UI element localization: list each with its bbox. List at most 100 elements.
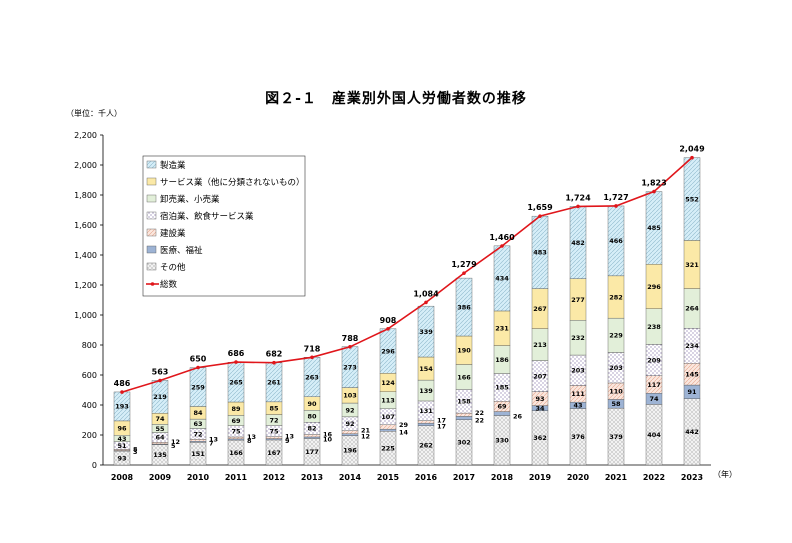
segment-label: 22	[475, 409, 484, 417]
segment-label: 103	[343, 392, 357, 400]
segment-label: 225	[381, 444, 395, 452]
total-label: 1,823	[641, 179, 666, 188]
y-tick-label: 1,200	[74, 281, 97, 290]
segment-label: 84	[193, 409, 203, 417]
total-label: 788	[342, 334, 359, 343]
segment-label: 482	[571, 239, 585, 247]
segment-label: 185	[495, 384, 509, 392]
segment-label: 158	[457, 398, 471, 406]
total-label: 563	[152, 368, 169, 377]
total-label: 1,460	[489, 233, 515, 242]
total-label: 908	[380, 316, 397, 325]
total-point	[500, 244, 504, 248]
x-tick-label: 2013	[301, 473, 323, 482]
segment-label: 111	[571, 390, 585, 398]
segment-label: 14	[399, 428, 409, 436]
segment-label: 58	[611, 400, 621, 408]
bars: 9338514396193135512645574219151713726384…	[113, 157, 701, 466]
legend-label: 総数	[160, 279, 178, 290]
x-tick-label: 2009	[149, 473, 172, 482]
segment-label: 21	[361, 427, 371, 435]
segment-label: 203	[571, 367, 585, 375]
segment-label: 376	[571, 433, 585, 441]
segment-label: 186	[495, 356, 509, 364]
segment-label: 43	[117, 435, 126, 443]
segment-label: 12	[171, 438, 180, 446]
segment-label: 96	[117, 424, 127, 432]
segment-label: 89	[231, 405, 241, 413]
legend-swatch	[146, 228, 157, 237]
segment-label: 8	[247, 437, 252, 445]
segment-label: 264	[685, 305, 699, 313]
total-point	[462, 271, 466, 275]
segment-label: 261	[267, 379, 281, 387]
segment-label: 5	[171, 442, 176, 450]
segment-label: 12	[361, 433, 370, 441]
total-point	[386, 327, 390, 331]
legend-swatch	[146, 211, 157, 220]
unit-label: （単位：千人）	[66, 109, 122, 118]
bar-segment	[417, 305, 435, 358]
bar-segment	[455, 277, 473, 337]
segment-label: 124	[381, 379, 395, 387]
segment-label: 92	[345, 420, 354, 428]
segment-label: 282	[609, 293, 623, 301]
segment-label: 434	[495, 275, 509, 283]
segment-label: 229	[609, 332, 623, 340]
segment-label: 74	[649, 395, 659, 403]
total-label: 1,279	[451, 260, 477, 269]
x-axis: 2008 2009 2010 2011 2012 2013 2014 2015 2016 2017…	[111, 473, 703, 482]
segment-label: 22	[475, 417, 484, 425]
segment-label: 34	[535, 404, 545, 412]
total-label: 686	[228, 349, 245, 358]
y-tick-label: 2,200	[74, 131, 97, 140]
segment-label: 552	[685, 195, 699, 203]
bar-segment	[493, 411, 511, 416]
bar-segment	[265, 438, 283, 441]
segment-label: 64	[155, 434, 165, 442]
segment-label: 13	[285, 433, 294, 441]
total-label: 682	[266, 350, 283, 359]
y-tick-label: 1,800	[74, 191, 97, 200]
segment-label: 330	[495, 437, 509, 445]
segment-label: 92	[345, 406, 354, 414]
segment-label: 7	[209, 439, 214, 447]
y-tick-label: 1,000	[74, 311, 97, 320]
segment-label: 17	[437, 423, 446, 431]
segment-label: 238	[647, 323, 661, 331]
segment-label: 483	[533, 249, 547, 257]
total-point	[424, 300, 428, 305]
segment-label: 51	[117, 442, 127, 450]
legend-label: 建設業	[160, 228, 186, 239]
y-tick-label: 400	[82, 401, 97, 410]
segment-label: 166	[229, 449, 243, 457]
y-tick-label: 0	[92, 461, 97, 470]
segment-label: 196	[343, 447, 357, 455]
bar-segment	[303, 434, 321, 438]
segment-label: 339	[419, 328, 433, 336]
legend-label: 卸売業、小売業	[160, 194, 220, 205]
total-point	[538, 214, 542, 218]
segment-label: 277	[571, 296, 585, 304]
segment-label: 139	[419, 387, 433, 395]
segment-label: 72	[269, 416, 278, 424]
legend-label: 製造業	[160, 160, 186, 171]
x-tick-label: 2015	[377, 473, 400, 482]
segment-label: 69	[497, 403, 507, 411]
segment-label: 107	[381, 413, 395, 421]
segment-label: 26	[513, 413, 523, 421]
bar-segment	[379, 424, 397, 430]
segment-label: 234	[685, 342, 699, 350]
total-label: 1,084	[413, 289, 439, 298]
x-unit-label: （年）	[713, 470, 737, 479]
segment-label: 113	[381, 397, 395, 405]
total-label: 2,049	[679, 145, 705, 154]
segment-label: 203	[609, 364, 623, 372]
total-label: 650	[190, 355, 207, 364]
segment-label: 43	[573, 402, 582, 410]
total-point	[310, 355, 314, 360]
legend-line-marker	[150, 282, 155, 286]
bar-segment	[379, 428, 397, 432]
total-label: 718	[304, 344, 321, 353]
